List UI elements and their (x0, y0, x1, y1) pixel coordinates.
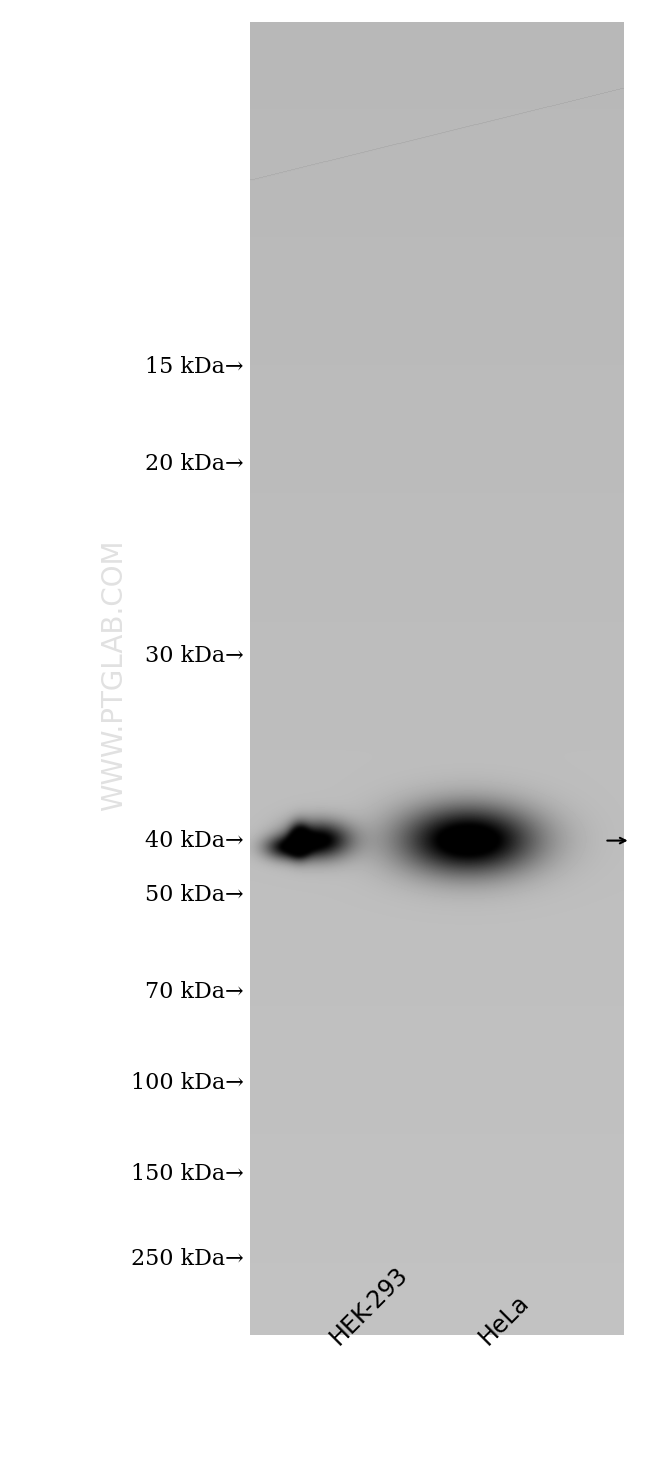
Text: 20 kDa→: 20 kDa→ (145, 453, 244, 474)
Text: HeLa: HeLa (474, 1291, 534, 1350)
Text: 100 kDa→: 100 kDa→ (131, 1072, 244, 1093)
Text: HEK-293: HEK-293 (325, 1262, 412, 1350)
Text: 250 kDa→: 250 kDa→ (131, 1248, 244, 1269)
Text: 150 kDa→: 150 kDa→ (131, 1163, 244, 1184)
Text: WWW.PTGLAB.COM: WWW.PTGLAB.COM (99, 538, 128, 811)
Text: 15 kDa→: 15 kDa→ (145, 356, 244, 377)
Text: 70 kDa→: 70 kDa→ (145, 981, 244, 1002)
Text: 50 kDa→: 50 kDa→ (145, 885, 244, 905)
Text: 30 kDa→: 30 kDa→ (145, 645, 244, 666)
Text: 40 kDa→: 40 kDa→ (145, 830, 244, 851)
